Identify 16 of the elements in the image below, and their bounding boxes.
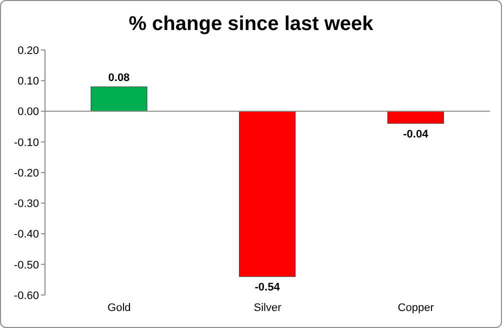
data-label: 0.08 [108,72,130,84]
y-tick-label: 0.20 [18,44,39,57]
y-tick-label: -0.30 [14,198,39,210]
data-label: -0.04 [403,128,430,140]
x-tick-label: Copper [398,302,434,314]
y-tick-label: -0.60 [14,290,39,302]
y-tick-label: -0.10 [14,136,39,149]
y-tick-label: -0.50 [14,259,39,272]
x-tick-label: Gold [108,302,131,314]
chart-title: % change since last week [128,13,374,36]
data-label: -0.54 [254,282,281,294]
y-tick-label: -0.20 [14,167,39,180]
y-tick-label: 0.00 [18,106,39,118]
y-tick-label: 0.10 [18,76,39,88]
x-tick-label: Silver [254,302,282,314]
y-tick-label: -0.40 [14,228,39,241]
